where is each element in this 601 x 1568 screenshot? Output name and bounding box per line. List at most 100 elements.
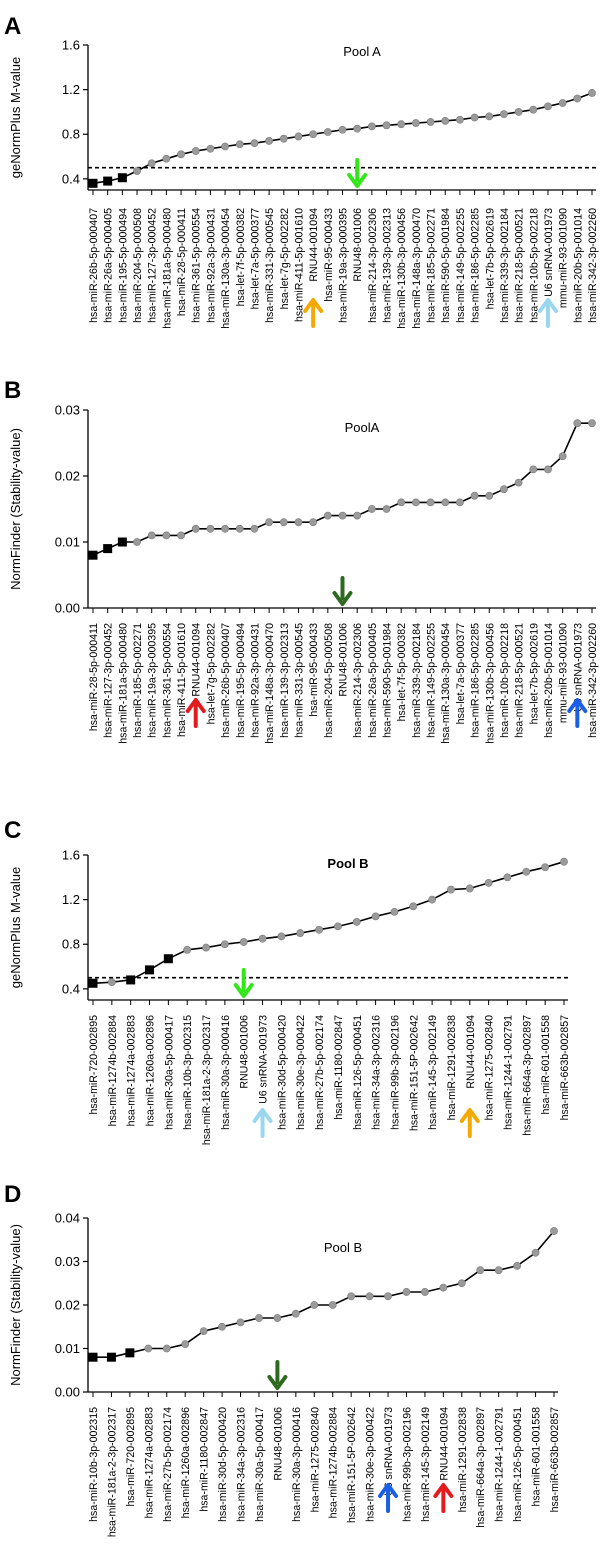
x-tick-label: hsa-miR-590-5p-001984 bbox=[440, 208, 452, 323]
x-tick-label: hsa-miR-195-5p-000494 bbox=[235, 623, 247, 738]
x-tick-label: hsa-miR-148a-3p-000470 bbox=[411, 208, 423, 329]
data-point bbox=[397, 498, 406, 507]
data-point bbox=[265, 518, 274, 527]
data-point bbox=[162, 531, 171, 540]
data-point bbox=[133, 538, 141, 546]
x-tick-label: hsa-miR-181a-2-3p-002317 bbox=[106, 1407, 118, 1537]
y-tick-label: 0.02 bbox=[55, 1298, 80, 1313]
data-point bbox=[265, 137, 274, 145]
up-arrow-head-icon bbox=[459, 1108, 480, 1123]
x-tick-label: RNU44-001094 bbox=[465, 1015, 477, 1089]
x-tick-label: hsa-miR-1274a-002883 bbox=[143, 1407, 155, 1518]
data-point bbox=[221, 142, 229, 151]
data-point bbox=[352, 918, 361, 926]
x-tick-label: hsa-miR-1275-002840 bbox=[309, 1407, 321, 1513]
data-point bbox=[573, 94, 582, 103]
data-point-reference bbox=[145, 965, 155, 975]
data-point bbox=[409, 902, 418, 911]
x-tick-label: hsa-miR-130a-3p-000454 bbox=[220, 208, 232, 329]
data-point bbox=[328, 1301, 337, 1309]
data-point bbox=[279, 134, 288, 143]
x-tick-label: hsa-let-7b-5p-002619 bbox=[484, 208, 496, 309]
data-point bbox=[457, 1279, 466, 1288]
x-tick-label: hsa-miR-1180-002847 bbox=[199, 1407, 211, 1512]
x-tick-label: hsa-miR-10b-3p-002315 bbox=[88, 1407, 100, 1522]
data-point bbox=[177, 531, 185, 540]
x-tick-label: hsa-miR-99b-3p-002196 bbox=[401, 1407, 413, 1522]
x-tick-label: hsa-miR-19a-3p-000395 bbox=[338, 208, 350, 323]
x-tick-label: hsa-miR-145-3p-002149 bbox=[427, 1015, 439, 1130]
x-tick-label: hsa-miR-181a-2-3p-002317 bbox=[201, 1015, 213, 1145]
up-arrow-head-icon bbox=[537, 298, 558, 313]
x-tick-label: hsa-miR-28-5p-000411 bbox=[176, 208, 188, 316]
down-arrow-head-icon bbox=[233, 983, 254, 998]
x-tick-label: U6 snRNA-001973 bbox=[383, 1407, 395, 1496]
data-point-reference bbox=[103, 544, 113, 554]
data-point bbox=[367, 505, 376, 513]
x-tick-label: hsa-miR-1180-002847 bbox=[333, 1015, 345, 1120]
data-point bbox=[365, 1292, 374, 1301]
data-point bbox=[315, 925, 323, 934]
x-tick-label: hsa-miR-10b-5p-002218 bbox=[499, 623, 511, 738]
x-tick-label: hsa-miR-27b-5p-002174 bbox=[314, 1015, 326, 1130]
x-tick-label: hsa-miR-92a-3p-000431 bbox=[249, 623, 261, 738]
data-point-reference bbox=[163, 954, 173, 964]
series-line bbox=[92, 860, 565, 985]
data-point bbox=[181, 1340, 190, 1349]
x-tick-label: hsa-miR-331-3p-000545 bbox=[264, 208, 276, 323]
x-tick-label: RNU48-001006 bbox=[338, 623, 350, 697]
data-point bbox=[250, 139, 259, 148]
data-point bbox=[500, 485, 508, 494]
x-tick-label: hsa-let-7g-5p-002282 bbox=[279, 208, 291, 309]
data-point bbox=[218, 1322, 226, 1331]
data-point bbox=[323, 511, 332, 520]
x-tick-label: hsa-miR-1274a-002883 bbox=[126, 1015, 138, 1126]
data-point bbox=[573, 419, 582, 428]
x-tick-label: hsa-miR-1291-002838 bbox=[457, 1407, 469, 1513]
up-arrow-head-icon bbox=[185, 698, 206, 713]
y-tick-label: 0.00 bbox=[55, 601, 80, 616]
x-tick-label: hsa-miR-34a-3p-002316 bbox=[371, 1015, 383, 1130]
data-point bbox=[367, 122, 376, 131]
x-tick-label: hsa-miR-185-5p-002271 bbox=[426, 208, 438, 323]
data-point bbox=[411, 119, 420, 127]
x-tick-label: hsa-miR-151-5P-002642 bbox=[408, 1015, 420, 1131]
panel-b: B 0.00 0.01 0.02 0.03 NormFinder (Stability-v… bbox=[4, 377, 599, 744]
x-tick-label: hsa-miR-181a-5p-000480 bbox=[117, 623, 129, 744]
data-point bbox=[183, 945, 192, 954]
data-point bbox=[439, 1283, 448, 1292]
x-tick-label: hsa-miR-92a-3p-000431 bbox=[205, 208, 217, 323]
x-tick-label: hsa-miR-720-002895 bbox=[88, 1015, 100, 1115]
x-tick-label: hsa-miR-195-5p-000494 bbox=[117, 208, 129, 323]
data-point-reference bbox=[117, 537, 127, 547]
x-tick-label: hsa-miR-20b-5p-001014 bbox=[543, 623, 555, 738]
x-tick-label: hsa-miR-214-3p-002306 bbox=[367, 208, 379, 323]
x-tick-label: hsa-miR-130b-3p-000456 bbox=[396, 208, 408, 329]
data-point bbox=[250, 524, 259, 533]
x-tick-label: hsa-miR-30a-3p-000416 bbox=[291, 1407, 303, 1522]
data-point bbox=[588, 419, 596, 428]
panel-letter: B bbox=[4, 377, 21, 404]
x-tick-label: hsa-miR-720-002895 bbox=[125, 1407, 137, 1507]
data-point bbox=[441, 116, 450, 125]
y-tick-label: 1.2 bbox=[62, 82, 80, 97]
data-point bbox=[296, 929, 305, 937]
data-point bbox=[279, 518, 288, 527]
data-point bbox=[500, 110, 508, 119]
data-point bbox=[199, 1327, 208, 1335]
panel-letter: C bbox=[4, 817, 21, 844]
x-tick-label: hsa-miR-34a-3p-002316 bbox=[236, 1407, 248, 1522]
data-point bbox=[382, 505, 391, 513]
x-tick-label: hsa-miR-1260a-002896 bbox=[145, 1015, 157, 1126]
data-point bbox=[147, 159, 156, 168]
data-point bbox=[221, 524, 229, 533]
data-point bbox=[513, 1261, 522, 1270]
data-point bbox=[255, 1314, 263, 1322]
panel-a: A 0.4 0.8 1.2 1.6 geNormPlus M-value Pool A hsa… bbox=[4, 13, 599, 329]
data-point bbox=[426, 498, 435, 507]
chart-title: Pool B bbox=[324, 1240, 362, 1255]
chart-title: PoolA bbox=[345, 420, 380, 435]
data-point bbox=[514, 108, 523, 116]
data-point bbox=[485, 112, 494, 121]
x-tick-label: hsa-miR-663b-002857 bbox=[549, 1407, 561, 1513]
